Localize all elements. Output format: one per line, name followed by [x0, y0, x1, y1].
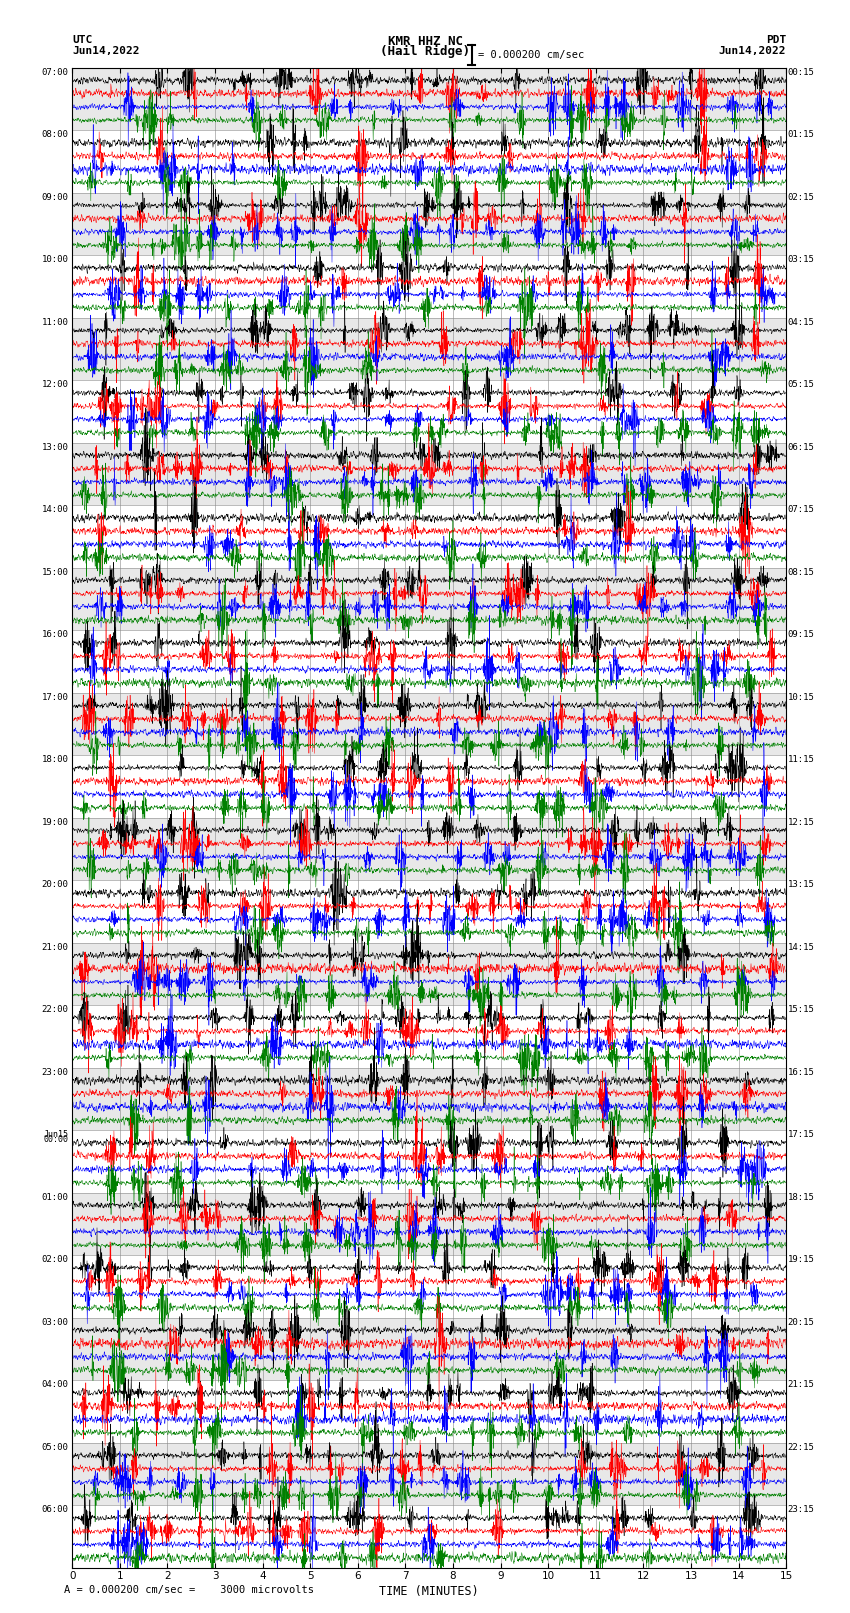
Text: 03:00: 03:00: [42, 1318, 69, 1327]
Text: 10:00: 10:00: [42, 255, 69, 265]
Text: 18:15: 18:15: [788, 1194, 814, 1202]
Text: 13:00: 13:00: [42, 444, 69, 452]
Text: 21:15: 21:15: [788, 1381, 814, 1389]
Bar: [72, 1505, 786, 1568]
Text: Jun15: Jun15: [43, 1131, 69, 1139]
Text: 12:15: 12:15: [788, 818, 814, 827]
Bar: [72, 255, 786, 318]
Bar: [72, 1255, 786, 1318]
Bar: [72, 1444, 786, 1505]
Text: 00:15: 00:15: [788, 68, 814, 77]
Bar: [72, 1131, 786, 1194]
Text: Jun14,2022: Jun14,2022: [72, 47, 139, 56]
Bar: [72, 318, 786, 381]
Text: 16:00: 16:00: [42, 631, 69, 639]
Text: 22:15: 22:15: [788, 1444, 814, 1452]
Text: 23:00: 23:00: [42, 1068, 69, 1077]
Text: 02:15: 02:15: [788, 194, 814, 202]
Text: 11:15: 11:15: [788, 755, 814, 765]
Text: KMR HHZ NC: KMR HHZ NC: [388, 35, 462, 48]
Text: 11:00: 11:00: [42, 318, 69, 327]
Text: 06:00: 06:00: [42, 1505, 69, 1515]
Text: 19:15: 19:15: [788, 1255, 814, 1265]
Text: 01:15: 01:15: [788, 131, 814, 139]
Bar: [72, 1068, 786, 1131]
Text: 07:15: 07:15: [788, 505, 814, 515]
Bar: [72, 1194, 786, 1255]
Text: 15:15: 15:15: [788, 1005, 814, 1015]
Text: 18:00: 18:00: [42, 755, 69, 765]
Text: 14:00: 14:00: [42, 505, 69, 515]
Text: A = 0.000200 cm/sec =    3000 microvolts: A = 0.000200 cm/sec = 3000 microvolts: [64, 1586, 314, 1595]
Text: 00:00: 00:00: [43, 1136, 69, 1144]
Text: (Hail Ridge): (Hail Ridge): [380, 45, 470, 58]
Bar: [72, 1005, 786, 1068]
Bar: [72, 942, 786, 1005]
Bar: [72, 505, 786, 568]
Text: 05:15: 05:15: [788, 381, 814, 389]
Text: 13:15: 13:15: [788, 881, 814, 889]
Text: 06:15: 06:15: [788, 444, 814, 452]
Text: 22:00: 22:00: [42, 1005, 69, 1015]
Bar: [72, 568, 786, 631]
Bar: [72, 442, 786, 505]
Text: 10:15: 10:15: [788, 694, 814, 702]
Text: 19:00: 19:00: [42, 818, 69, 827]
Bar: [72, 1381, 786, 1444]
Text: 09:15: 09:15: [788, 631, 814, 639]
Text: 16:15: 16:15: [788, 1068, 814, 1077]
Bar: [72, 68, 786, 131]
Bar: [72, 818, 786, 881]
Text: 20:00: 20:00: [42, 881, 69, 889]
Bar: [72, 131, 786, 194]
Text: 04:00: 04:00: [42, 1381, 69, 1389]
Bar: [72, 694, 786, 755]
Text: Jun14,2022: Jun14,2022: [719, 47, 786, 56]
Text: 03:15: 03:15: [788, 255, 814, 265]
Text: 08:15: 08:15: [788, 568, 814, 577]
Text: 07:00: 07:00: [42, 68, 69, 77]
Text: 21:00: 21:00: [42, 942, 69, 952]
Bar: [72, 881, 786, 942]
Text: 05:00: 05:00: [42, 1444, 69, 1452]
Text: PDT: PDT: [766, 35, 786, 45]
Text: 08:00: 08:00: [42, 131, 69, 139]
Bar: [72, 194, 786, 255]
Text: 20:15: 20:15: [788, 1318, 814, 1327]
Text: UTC: UTC: [72, 35, 93, 45]
X-axis label: TIME (MINUTES): TIME (MINUTES): [379, 1586, 479, 1598]
Text: 17:15: 17:15: [788, 1131, 814, 1139]
Text: 17:00: 17:00: [42, 694, 69, 702]
Text: = 0.000200 cm/sec: = 0.000200 cm/sec: [478, 50, 584, 60]
Bar: [72, 755, 786, 818]
Text: 02:00: 02:00: [42, 1255, 69, 1265]
Text: 12:00: 12:00: [42, 381, 69, 389]
Bar: [72, 1318, 786, 1381]
Bar: [72, 631, 786, 694]
Bar: [72, 381, 786, 444]
Text: 09:00: 09:00: [42, 194, 69, 202]
Text: 01:00: 01:00: [42, 1194, 69, 1202]
Text: 04:15: 04:15: [788, 318, 814, 327]
Text: 15:00: 15:00: [42, 568, 69, 577]
Text: 14:15: 14:15: [788, 942, 814, 952]
Text: 23:15: 23:15: [788, 1505, 814, 1515]
